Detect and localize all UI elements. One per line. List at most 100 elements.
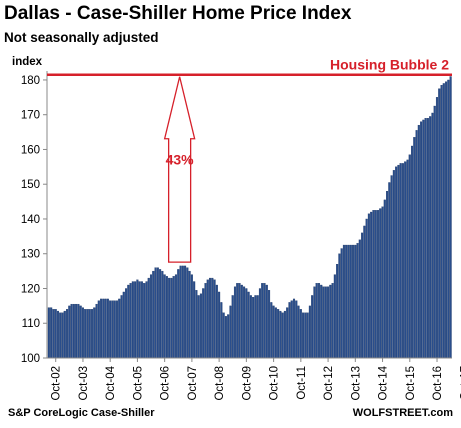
bar: [218, 291, 221, 359]
bar: [433, 105, 436, 359]
bar: [272, 305, 275, 359]
bar: [440, 85, 443, 359]
bar: [422, 119, 425, 359]
x-tick-label: Oct-09: [241, 366, 253, 401]
chart-subtitle: Not seasonally adjusted: [4, 30, 159, 45]
bar: [102, 298, 105, 359]
bar: [424, 118, 427, 359]
bar: [190, 274, 193, 359]
y-tick-label: 170: [21, 110, 40, 122]
bar: [168, 277, 171, 359]
bar: [149, 274, 153, 359]
bar: [147, 277, 150, 359]
bar: [118, 298, 121, 359]
bar: [413, 137, 416, 359]
bar: [338, 253, 341, 359]
bar: [376, 210, 380, 359]
bar: [283, 310, 286, 359]
bar: [363, 225, 366, 359]
y-tick-label: 180: [21, 75, 40, 87]
bar: [75, 303, 78, 359]
x-tick-label: Oct-16: [432, 366, 444, 401]
bar: [249, 295, 252, 359]
y-tick-label: 130: [21, 249, 40, 261]
bar: [263, 283, 266, 359]
bar: [438, 88, 441, 359]
bar: [195, 290, 198, 359]
x-tick-label: Oct-07: [187, 366, 199, 401]
bar: [447, 79, 450, 359]
bar: [215, 284, 218, 359]
bar: [265, 284, 268, 359]
bar: [236, 283, 239, 359]
bar: [156, 267, 159, 359]
y-axis: 100 110 120 130 140 150 160 170 180: [21, 71, 48, 365]
bar: [315, 283, 318, 359]
bar: [435, 97, 439, 359]
x-tick-label: Oct-05: [132, 366, 144, 401]
bar: [174, 274, 178, 359]
bar: [227, 314, 230, 359]
bar: [81, 307, 84, 359]
bar: [270, 302, 273, 359]
x-tick-label: Oct-06: [160, 366, 172, 401]
bar: [129, 283, 132, 359]
bar: [292, 298, 296, 359]
bar: [383, 199, 386, 359]
bars-group: [47, 76, 452, 359]
bar: [306, 312, 309, 359]
bar: [354, 244, 357, 359]
bar: [125, 288, 128, 359]
x-tick-label: Oct-02: [51, 366, 63, 401]
bar: [401, 163, 404, 359]
bar: [120, 295, 123, 359]
bar: [197, 295, 200, 359]
bar: [106, 298, 109, 359]
bar: [140, 281, 143, 359]
bar: [268, 290, 271, 359]
bar: [181, 265, 184, 359]
x-tick-label: Oct-15: [405, 366, 417, 401]
bar: [231, 295, 234, 359]
bar: [370, 211, 373, 359]
bar: [372, 210, 375, 359]
bar: [229, 305, 232, 359]
bar: [240, 284, 243, 359]
bar: [277, 309, 280, 359]
x-tick-label: Oct-03: [78, 366, 90, 401]
bar: [154, 267, 157, 359]
bar: [220, 302, 223, 359]
bar: [109, 300, 112, 359]
bar: [342, 244, 345, 359]
bar: [324, 286, 327, 359]
bar: [50, 307, 53, 359]
bar: [349, 244, 352, 359]
x-tick-label: Oct-17: [459, 366, 461, 401]
bar: [252, 297, 255, 359]
y-tick-label: 100: [21, 353, 40, 365]
chart-title: Dallas - Case-Shiller Home Price Index: [4, 3, 352, 24]
x-tick-label: Oct-12: [323, 366, 335, 401]
y-tick-label: 110: [22, 318, 40, 330]
increase-arrow: [163, 76, 196, 263]
bar: [356, 243, 359, 359]
bar: [415, 130, 418, 359]
bar: [97, 300, 100, 359]
bar: [254, 295, 257, 359]
bar: [308, 305, 311, 359]
bar: [410, 145, 414, 359]
bar: [84, 309, 87, 359]
brand-label: WOLFSTREET.com: [352, 407, 453, 419]
bar: [365, 218, 368, 359]
bar: [184, 265, 187, 359]
bar: [77, 303, 80, 359]
bar: [47, 307, 50, 359]
bar: [320, 284, 323, 359]
bar: [224, 316, 227, 359]
bar: [63, 310, 66, 359]
bar: [90, 309, 94, 359]
bar: [420, 121, 423, 359]
bar: [113, 300, 116, 359]
x-tick-label: Oct-11: [296, 366, 308, 400]
bar: [406, 159, 409, 359]
